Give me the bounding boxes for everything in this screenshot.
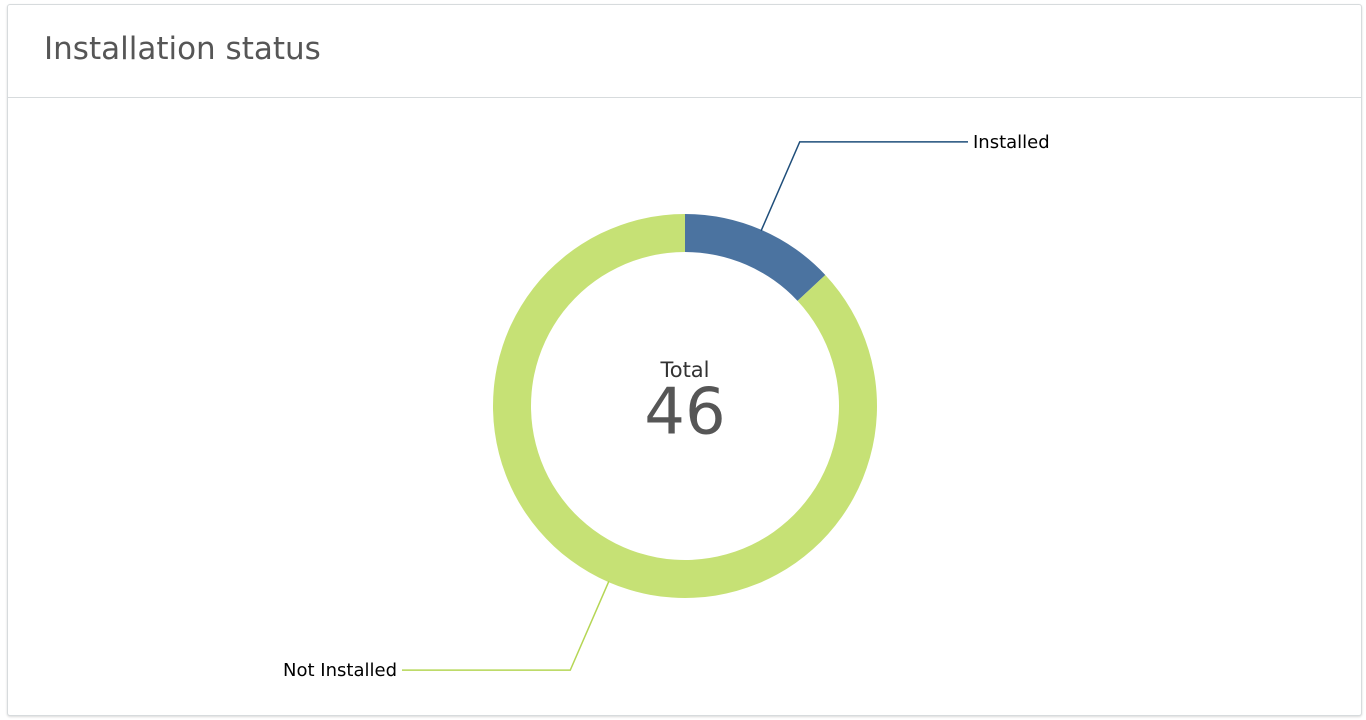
donut-slice (685, 214, 826, 301)
leader-line (402, 580, 610, 671)
slice-label: Installed (973, 132, 1050, 153)
card-header: Installation status (8, 5, 1361, 98)
leader-line (760, 141, 968, 232)
center-value: 46 (644, 376, 725, 450)
center-label: Total (659, 358, 709, 382)
slice-label: Not Installed (283, 660, 397, 681)
card-title: Installation status (44, 31, 321, 67)
